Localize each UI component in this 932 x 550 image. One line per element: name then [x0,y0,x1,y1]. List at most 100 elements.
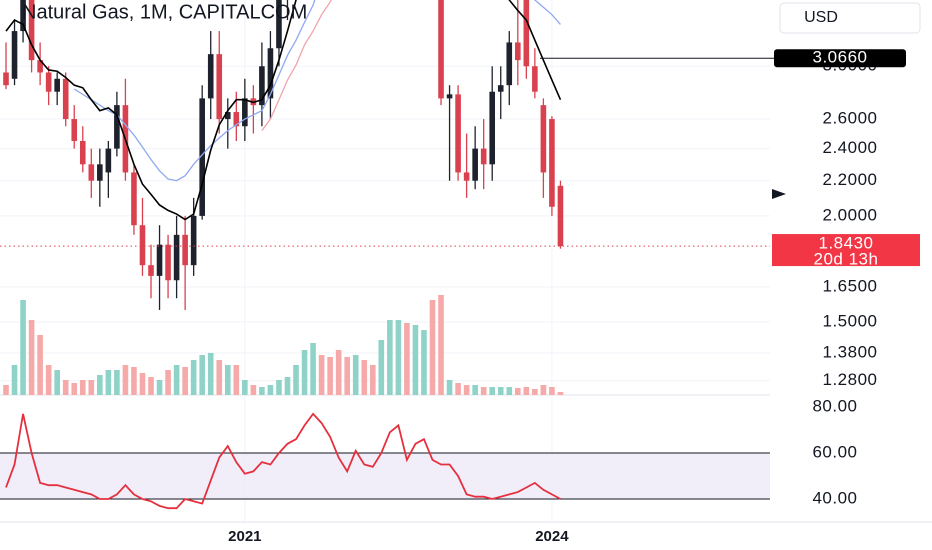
candle-body [455,94,461,173]
moving-average [261,0,332,131]
currency[interactable]: USD [804,9,838,26]
volume-bar [122,365,129,395]
volume-bar [28,320,35,395]
volume-bar [412,325,419,395]
volume-bar [369,365,376,395]
candle-body [207,54,214,99]
candle-body [79,140,86,165]
volume-bar [344,357,350,395]
volume-bar [404,323,410,395]
volume-bar [207,353,214,395]
candle-body [105,148,112,173]
candle-body [182,234,188,266]
last-price-box [772,234,920,267]
volume-bar [54,370,60,395]
candle-body [540,105,547,173]
rsi-band [0,452,770,499]
candle-body [131,172,137,226]
volume-bar [199,355,205,395]
volume-bar [20,300,26,395]
volume-bar [88,380,95,395]
candle-body [549,119,555,207]
candle-body [3,72,9,86]
rsi-tick-label: 60.00 [812,442,857,461]
x-tick-label: 2024 [535,528,569,545]
candle-body [276,0,282,49]
price-line-box [774,49,906,68]
currency-box[interactable] [779,2,921,34]
price-axis: 1.2800 1.3800 1.5000 1.6500 2.0000 2.2000 2.40… [823,56,878,389]
volume-bar [97,375,103,395]
volume-bar [242,380,248,395]
candle-body [224,112,231,120]
volume-bar [11,365,18,395]
volume-bar [480,387,487,395]
volume-bar [327,357,333,395]
volume-bar [105,370,112,395]
x-tick-label: 2021 [228,528,261,545]
volume-bar [540,385,547,395]
candle-body [114,105,120,149]
chart-title: Natural Gas, 1M, CAPITALCOM [22,1,307,23]
volume-bar [293,365,299,395]
candle-body [37,60,43,73]
candle-body [11,31,18,79]
rsi-tick-label: 40.00 [812,488,857,507]
candle-body [557,185,564,247]
candle-body [71,119,78,141]
moving-average [5,0,297,221]
volume-bar [224,365,231,395]
volume-bar [532,389,538,395]
candle-body [497,85,504,92]
y-tick-label: 1.2800 [823,370,878,389]
volume-bar [267,385,274,395]
candle-body [190,215,197,266]
moving-average [73,0,316,182]
volume-bar [62,380,69,395]
volume-bar [250,385,257,395]
volume-bar [173,365,180,395]
y-tick-label: 1.5000 [823,312,878,331]
volume-bar [463,385,470,395]
candle-body [532,66,538,92]
volume-bar [378,340,385,395]
y-tick-label: 1.6500 [823,276,878,295]
candle-body [523,0,530,67]
candle-body [480,148,487,165]
candle-body [165,244,171,281]
candle-body [463,172,470,181]
volume-bar [515,388,521,395]
volume-bar [3,385,9,395]
volume-bar [79,380,86,395]
price-line-label: 3.0660 [813,48,868,67]
candle-body [28,0,35,61]
candle-body [489,91,496,165]
candle-body [173,234,180,281]
volume-bar [506,387,513,395]
rsi-line [5,412,561,510]
y-tick-label: 2.0000 [823,205,878,224]
volume-bar [165,370,171,395]
volume-bar [310,343,316,395]
volume-bar [549,387,555,395]
candle-body [267,48,274,99]
candle-body [54,78,60,92]
volume-bar [284,377,291,395]
candle-body [20,0,26,32]
volume-bar [131,367,137,395]
countdown: 20d 13h [814,250,879,269]
volume-bar [429,300,436,395]
volume-bar [71,383,78,395]
candle-body [88,164,95,181]
candle-body [62,78,69,120]
candle-body [446,94,453,99]
volume-bar [438,295,444,395]
candle-body [515,42,521,61]
candle-body [156,244,163,276]
volume-bar [301,350,308,395]
volume-bar [37,335,43,395]
volume-bar [361,360,368,395]
volume-bar [148,377,154,395]
price-pane [0,0,770,310]
